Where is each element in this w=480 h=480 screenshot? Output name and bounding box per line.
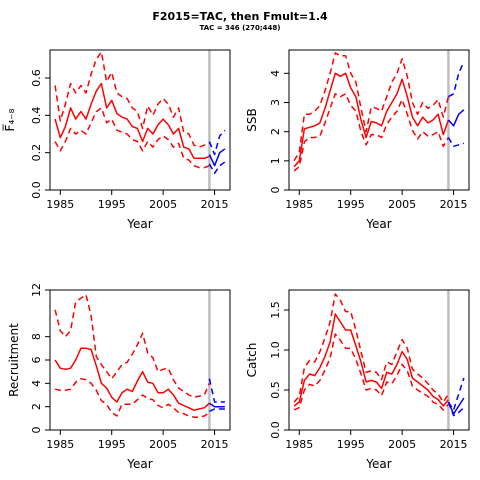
x-tick-label: 1985 — [285, 438, 313, 451]
x-axis-title: Year — [365, 217, 391, 231]
y-axis-title: Recruitment — [7, 323, 21, 397]
x-axis-title: Year — [365, 457, 391, 471]
y-tick-label: 0.0 — [269, 421, 282, 439]
series-forecast-upper — [447, 377, 465, 411]
series-lower — [293, 93, 450, 172]
series-forecast-lower — [209, 408, 225, 412]
series-lower — [54, 377, 210, 418]
x-tick-label: 1995 — [337, 198, 365, 211]
x-tick-label: 2005 — [388, 438, 416, 451]
y-tick-label: 0 — [269, 187, 282, 194]
series-lower — [293, 333, 449, 411]
plot-frame — [288, 289, 470, 431]
series-upper — [54, 51, 210, 148]
panel-fbar: 1985 1995 2005 2015 0.0 0.2 0.4 0.6 Year F̅₄₋₈ — [2, 49, 231, 231]
series-forecast-upper — [208, 378, 225, 403]
y-axis-title: SSB — [245, 108, 259, 131]
series-forecast — [208, 148, 226, 167]
series-upper — [293, 52, 450, 162]
series-forecast-lower — [208, 161, 226, 174]
y-tick-label: 0.2 — [30, 144, 43, 162]
y-tick-label: 8 — [30, 333, 43, 340]
y-tick-label: 1.0 — [269, 341, 282, 359]
series-forecast-upper — [208, 129, 226, 156]
series-estimate — [54, 347, 210, 411]
x-tick-label: 1995 — [98, 438, 126, 451]
y-tick-label: 1 — [269, 157, 282, 164]
series-forecast-upper — [448, 61, 465, 98]
x-tick-label: 1985 — [285, 198, 313, 211]
x-tick-label: 2005 — [388, 198, 416, 211]
series-forecast-lower — [447, 137, 465, 148]
y-tick-label: 0.5 — [269, 381, 282, 399]
y-tick-label: 2 — [30, 403, 43, 410]
series-estimate — [293, 313, 449, 407]
series-forecast — [208, 402, 225, 408]
plot-frame — [288, 49, 470, 191]
series-upper — [293, 293, 450, 403]
x-tick-label: 2015 — [440, 198, 468, 211]
y-tick-label: 3 — [269, 99, 282, 106]
y-tick-label: 0 — [30, 427, 43, 434]
series-estimate — [54, 82, 210, 160]
x-tick-label: 1995 — [98, 198, 126, 211]
x-tick-label: 1985 — [46, 198, 74, 211]
x-tick-label: 1985 — [46, 438, 74, 451]
x-tick-label: 2005 — [149, 198, 177, 211]
x-tick-label: 2005 — [149, 438, 177, 451]
y-tick-label: 0.0 — [30, 181, 43, 199]
y-axis-title: Catch — [245, 343, 259, 378]
y-tick-label: 0.4 — [30, 107, 43, 125]
y-tick-label: 4 — [30, 380, 43, 387]
x-axis-title: Year — [126, 457, 152, 471]
panel-ssb: 1985 1995 2005 2015 0 1 2 3 4 Year SSB — [245, 49, 470, 231]
y-tick-label: 2 — [269, 128, 282, 135]
y-tick-label: 1.5 — [269, 301, 282, 319]
x-axis-title: Year — [126, 217, 152, 231]
series-estimate — [293, 72, 450, 168]
series-lower — [54, 107, 210, 169]
x-tick-label: 2015 — [201, 438, 229, 451]
plot-frame — [49, 289, 231, 431]
figure-subtitle: TAC = 346 (270;448) — [200, 24, 281, 32]
x-tick-label: 2015 — [440, 438, 468, 451]
figure-title: F2015=TAC, then Fmult=1.4 — [152, 10, 328, 23]
y-tick-label: 6 — [30, 357, 43, 364]
y-tick-label: 0.6 — [30, 69, 43, 87]
x-tick-label: 2015 — [201, 198, 229, 211]
series-forecast — [447, 397, 465, 415]
y-axis-title: F̅₄₋₈ — [2, 108, 17, 131]
panel-catch: 1985 1995 2005 2015 0.0 0.5 1.0 1.5 Year Catch — [245, 289, 470, 471]
series-forecast — [447, 109, 465, 127]
y-tick-label: 12 — [30, 283, 43, 297]
series-upper — [54, 293, 211, 399]
y-tick-label: 4 — [269, 70, 282, 77]
plot-frame — [49, 49, 231, 191]
x-tick-label: 1995 — [337, 438, 365, 451]
series-forecast-lower — [447, 401, 465, 417]
panel-recruitment: 1985 1995 2005 2015 0 2 4 6 8 12 Year Recruitment — [7, 283, 231, 471]
